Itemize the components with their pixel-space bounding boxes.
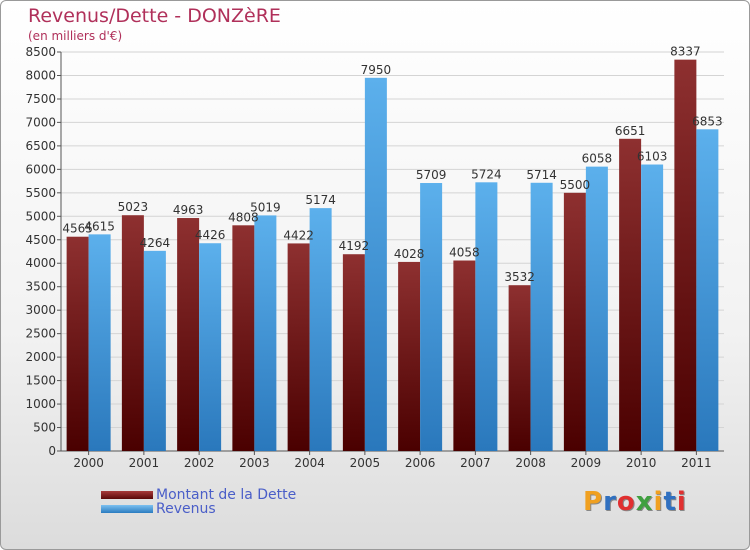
- x-tick-label: 2007: [460, 456, 491, 470]
- legend-swatch-dette: [101, 491, 153, 499]
- y-tick-label: 3500: [25, 280, 56, 294]
- x-tick-label: 2002: [184, 456, 215, 470]
- bar-dette: [66, 236, 89, 451]
- bar-dette: [342, 254, 365, 451]
- data-label: 5500: [560, 178, 591, 192]
- y-tick-label: 1000: [25, 397, 56, 411]
- bar-revenus: [199, 243, 222, 451]
- data-label: 4963: [173, 203, 204, 217]
- data-label: 4264: [140, 236, 171, 250]
- data-label: 3532: [504, 270, 535, 284]
- data-label: 4426: [195, 228, 226, 242]
- x-tick-label: 2005: [350, 456, 381, 470]
- data-label: 4058: [449, 246, 480, 260]
- proxiti-logo: Proxiti: [583, 487, 687, 517]
- data-label: 7950: [361, 63, 392, 77]
- bar-dette: [232, 225, 255, 451]
- y-tick-label: 6000: [25, 162, 56, 176]
- bar-revenus: [88, 234, 111, 451]
- bar-dette: [453, 260, 476, 451]
- x-tick-label: 2004: [294, 456, 325, 470]
- y-tick-label: 0: [48, 444, 56, 458]
- bar-dette: [121, 215, 144, 451]
- bar-dette: [619, 138, 642, 451]
- y-tick-label: 3000: [25, 303, 56, 317]
- data-label: 4422: [283, 228, 314, 242]
- bar-revenus: [143, 250, 166, 451]
- x-tick-label: 2001: [129, 456, 160, 470]
- x-tick-label: 2000: [73, 456, 104, 470]
- x-tick-label: 2003: [239, 456, 270, 470]
- legend-label-revenus: Revenus: [156, 501, 216, 517]
- x-tick-label: 2011: [681, 456, 712, 470]
- y-tick-label: 1500: [25, 374, 56, 388]
- logo-letter: r: [603, 487, 617, 517]
- bar-revenus: [420, 183, 443, 451]
- data-label: 6103: [637, 150, 668, 164]
- y-tick-label: 7000: [25, 115, 56, 129]
- y-tick-label: 6500: [25, 139, 56, 153]
- y-tick-label: 8000: [25, 68, 56, 82]
- bar-dette: [287, 243, 310, 451]
- bar-dette: [177, 218, 200, 451]
- legend-label-dette: Montant de la Dette: [156, 487, 297, 503]
- logo-letter: i: [676, 487, 687, 517]
- data-label: 4615: [84, 219, 115, 233]
- chart-title: Revenus/Dette - DONZèRE: [28, 5, 281, 27]
- chart-subtitle: (en milliers d'€): [28, 29, 123, 43]
- y-tick-label: 5500: [25, 186, 56, 200]
- logo-letter: t: [663, 487, 677, 517]
- y-tick-label: 2000: [25, 350, 56, 364]
- y-tick-label: 5000: [25, 209, 56, 223]
- x-tick-label: 2008: [515, 456, 546, 470]
- y-tick-label: 7500: [25, 92, 56, 106]
- x-tick-label: 2006: [405, 456, 436, 470]
- bar-dette: [674, 59, 697, 451]
- data-label: 5023: [118, 200, 149, 214]
- bar-revenus: [585, 166, 608, 451]
- data-label: 4565: [62, 222, 93, 236]
- data-label: 5709: [416, 168, 447, 182]
- bar-revenus: [364, 77, 387, 451]
- data-label: 6853: [692, 114, 723, 128]
- logo-letter: o: [616, 487, 636, 517]
- data-label: 5714: [526, 168, 557, 182]
- bar-dette: [398, 261, 421, 451]
- data-label: 4028: [394, 247, 425, 261]
- y-tick-label: 2500: [25, 327, 56, 341]
- y-tick-label: 4500: [25, 233, 56, 247]
- data-label: 6058: [582, 152, 613, 166]
- logo-letter: i: [653, 487, 664, 517]
- logo-letter: P: [583, 487, 604, 517]
- data-label: 4192: [339, 239, 370, 253]
- data-label: 4808: [228, 210, 259, 224]
- bar-revenus: [475, 182, 498, 451]
- bar-revenus: [641, 164, 664, 451]
- bar-revenus: [696, 129, 719, 451]
- data-label: 5724: [471, 167, 502, 181]
- bar-revenus: [309, 208, 332, 451]
- legend-swatch-revenus: [101, 505, 153, 513]
- legend-item-dette: Montant de la Dette: [101, 487, 296, 503]
- data-label: 8337: [670, 45, 701, 59]
- y-tick-label: 4000: [25, 256, 56, 270]
- bar-dette: [563, 192, 586, 451]
- legend-item-revenus: Revenus: [101, 501, 216, 517]
- x-tick-label: 2009: [571, 456, 602, 470]
- bar-revenus: [254, 215, 277, 451]
- x-tick-label: 2010: [626, 456, 657, 470]
- data-label: 5019: [250, 200, 281, 214]
- bar-dette: [508, 285, 531, 451]
- data-label: 6651: [615, 124, 646, 138]
- y-tick-label: 500: [33, 421, 56, 435]
- y-tick-label: 8500: [25, 45, 56, 59]
- bar-revenus: [530, 182, 553, 451]
- logo-letter: x: [635, 487, 654, 517]
- data-label: 5174: [305, 193, 336, 207]
